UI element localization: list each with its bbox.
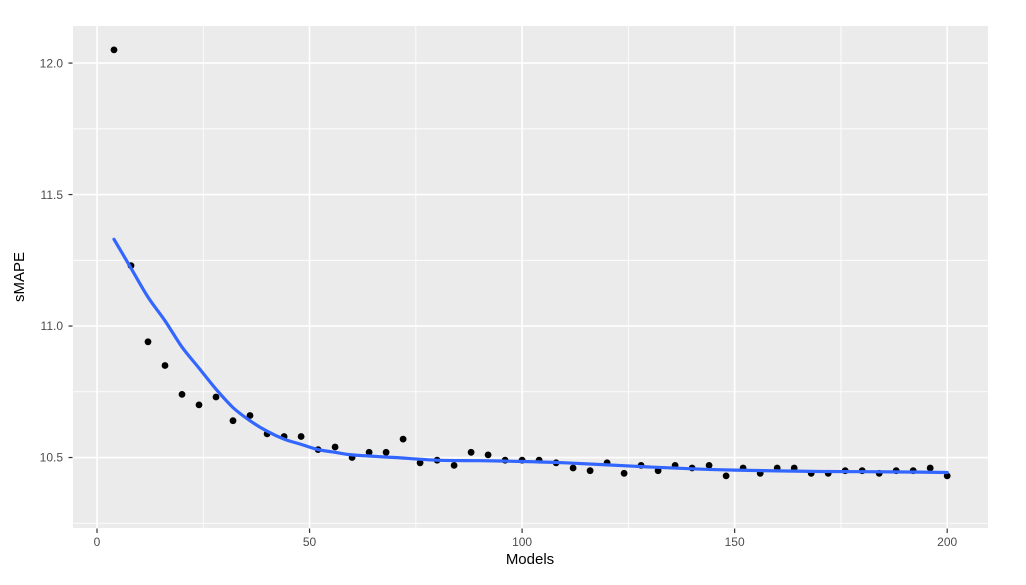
data-point xyxy=(246,412,254,419)
data-point xyxy=(297,433,305,440)
smooth-line xyxy=(112,237,949,475)
x-tick-label: 50 xyxy=(303,535,317,549)
x-tick-label: 200 xyxy=(937,535,957,549)
data-point xyxy=(450,462,458,469)
data-point xyxy=(926,464,934,472)
data-point xyxy=(195,401,203,409)
data-point xyxy=(586,467,594,475)
x-axis-title: Models xyxy=(506,551,554,568)
data-point xyxy=(382,448,390,456)
y-tick-label: 10.5 xyxy=(40,451,64,465)
y-tick-label: 11.5 xyxy=(41,188,64,202)
data-point xyxy=(620,469,628,477)
data-point xyxy=(212,393,220,401)
major-gridlines xyxy=(73,26,988,528)
x-tick-label: 150 xyxy=(725,535,745,549)
axis-ticks-and-labels: 0 50 100 150 200 10.5 11.0 11.5 12.0 xyxy=(40,56,958,549)
data-point xyxy=(365,448,373,456)
data-point xyxy=(722,472,730,480)
x-tick-label: 100 xyxy=(512,535,532,549)
minor-gridlines xyxy=(73,26,988,528)
data-point xyxy=(569,464,577,472)
data-point xyxy=(229,417,237,425)
y-tick-label: 11.0 xyxy=(41,319,64,333)
panel-background xyxy=(73,26,988,528)
data-point xyxy=(416,459,424,467)
y-axis-title: sMAPE xyxy=(11,252,28,302)
data-point xyxy=(943,472,951,480)
data-point xyxy=(144,338,152,346)
data-point xyxy=(705,462,713,469)
data-point xyxy=(178,391,186,398)
data-point xyxy=(484,451,492,459)
y-tick-label: 12.0 xyxy=(40,56,64,70)
data-point xyxy=(110,46,118,54)
x-tick-label: 0 xyxy=(94,535,101,549)
plot-panel xyxy=(73,26,988,528)
data-point xyxy=(161,362,169,369)
data-point xyxy=(399,435,407,443)
data-point xyxy=(331,443,339,451)
data-point xyxy=(467,448,475,456)
data-layer xyxy=(110,46,951,480)
